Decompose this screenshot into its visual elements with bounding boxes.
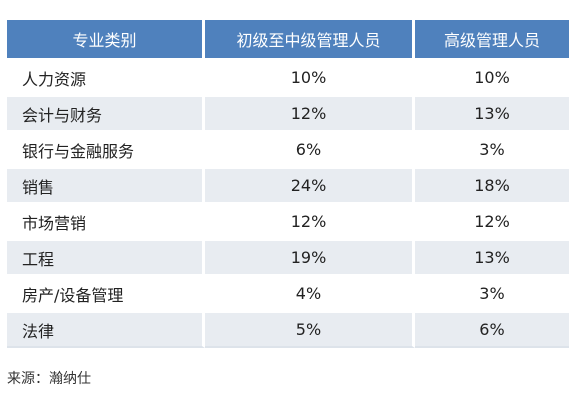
source-note: 来源：瀚纳仕 — [7, 371, 91, 387]
junior-mid-cell: 12% — [205, 205, 415, 241]
category-cell: 房产/设备管理 — [7, 277, 205, 313]
table-row: 工程 19% 13% — [7, 241, 569, 277]
senior-cell: 18% — [415, 169, 569, 205]
table-row: 房产/设备管理 4% 3% — [7, 277, 569, 313]
junior-mid-cell: 5% — [205, 313, 415, 348]
senior-cell: 3% — [415, 133, 569, 169]
header-category: 专业类别 — [7, 20, 205, 61]
header-senior: 高级管理人员 — [415, 20, 569, 61]
table-row: 人力资源 10% 10% — [7, 61, 569, 97]
junior-mid-cell: 4% — [205, 277, 415, 313]
senior-cell: 13% — [415, 241, 569, 277]
senior-cell: 3% — [415, 277, 569, 313]
category-cell: 人力资源 — [7, 61, 205, 97]
category-cell: 法律 — [7, 313, 205, 348]
category-cell: 销售 — [7, 169, 205, 205]
data-table: 专业类别 初级至中级管理人员 高级管理人员 人力资源 10% 10% 会计与财务… — [7, 20, 569, 348]
category-cell: 工程 — [7, 241, 205, 277]
junior-mid-cell: 10% — [205, 61, 415, 97]
junior-mid-cell: 12% — [205, 97, 415, 133]
table-row: 法律 5% 6% — [7, 313, 569, 348]
category-cell: 会计与财务 — [7, 97, 205, 133]
header-row: 专业类别 初级至中级管理人员 高级管理人员 — [7, 20, 569, 61]
category-cell: 银行与金融服务 — [7, 133, 205, 169]
senior-cell: 13% — [415, 97, 569, 133]
senior-cell: 12% — [415, 205, 569, 241]
header-junior-mid: 初级至中级管理人员 — [205, 20, 415, 61]
senior-cell: 6% — [415, 313, 569, 348]
junior-mid-cell: 24% — [205, 169, 415, 205]
table-row: 销售 24% 18% — [7, 169, 569, 205]
junior-mid-cell: 19% — [205, 241, 415, 277]
table-row: 银行与金融服务 6% 3% — [7, 133, 569, 169]
category-cell: 市场营销 — [7, 205, 205, 241]
table-row: 市场营销 12% 12% — [7, 205, 569, 241]
senior-cell: 10% — [415, 61, 569, 97]
table-row: 会计与财务 12% 13% — [7, 97, 569, 133]
junior-mid-cell: 6% — [205, 133, 415, 169]
